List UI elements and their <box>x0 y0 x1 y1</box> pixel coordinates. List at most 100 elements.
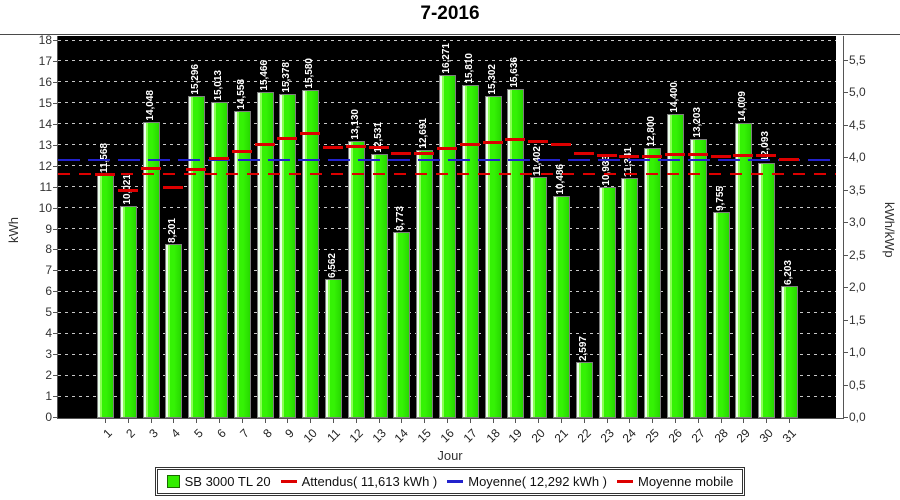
bar-value-label: 15,580 <box>304 58 315 89</box>
right-tick-label: 1,5 <box>849 313 866 327</box>
moyenne-mobile-segment <box>300 132 320 135</box>
left-tick-mark <box>53 61 57 62</box>
legend-series-label: SB 3000 TL 20 <box>184 474 271 489</box>
left-tick-mark <box>53 40 57 41</box>
left-tick-label: 0 <box>45 410 52 424</box>
moyenne-mobile-segment <box>665 153 685 156</box>
right-tick-mark <box>844 385 848 386</box>
x-tick-mark <box>265 419 266 423</box>
x-tick-mark <box>538 419 539 423</box>
x-tick-mark <box>561 419 562 423</box>
right-tick-label: 4,0 <box>849 150 866 164</box>
bar-value-label: 15,302 <box>487 64 498 95</box>
bar-value-label: 14,558 <box>236 79 247 110</box>
bar-series-swatch-icon <box>166 475 180 488</box>
bar-day-24 <box>621 178 638 418</box>
left-tick-mark <box>53 375 57 376</box>
moyenne-mobile-segment <box>688 153 708 156</box>
gridline <box>58 39 836 41</box>
x-tick-mark <box>584 419 585 423</box>
bottom-axis-line <box>57 418 844 419</box>
bar-day-27 <box>690 139 707 418</box>
left-tick-label: 12 <box>38 159 52 173</box>
bar-day-10 <box>302 90 319 418</box>
bar-day-25 <box>644 148 661 418</box>
left-tick-label: 3 <box>45 347 52 361</box>
left-tick-mark <box>53 229 57 230</box>
moyenne-mobile-segment <box>414 152 434 155</box>
moyenne-mobile-segment <box>209 157 229 160</box>
x-tick-mark <box>743 419 744 423</box>
bar-value-label: 6,203 <box>783 259 794 285</box>
bar-day-11 <box>325 279 342 418</box>
bar-day-1 <box>97 174 114 418</box>
bar-day-21 <box>553 196 570 418</box>
left-tick-mark <box>53 208 57 209</box>
left-tick-mark <box>53 187 57 188</box>
bar-value-label: 8,773 <box>395 205 406 231</box>
x-tick-mark <box>493 419 494 423</box>
bar-day-18 <box>485 96 502 418</box>
attendus-line <box>58 173 836 175</box>
x-tick-mark <box>242 419 243 423</box>
right-tick-mark <box>844 190 848 191</box>
bar-value-label: 12,691 <box>418 118 429 149</box>
x-tick-mark <box>698 419 699 423</box>
bar-day-26 <box>667 114 684 418</box>
x-tick-mark <box>128 419 129 423</box>
bar-value-label: 15,810 <box>464 53 475 84</box>
right-tick-label: 1,0 <box>849 345 866 359</box>
left-tick-mark <box>53 166 57 167</box>
left-tick-label: 4 <box>45 326 52 340</box>
moyenne-mobile-segment <box>597 154 617 157</box>
mobile-line-icon <box>616 480 633 483</box>
x-tick-mark <box>151 419 152 423</box>
x-tick-mark <box>379 419 380 423</box>
left-tick-mark <box>53 124 57 125</box>
right-tick-mark <box>844 417 848 418</box>
legend-attendus-label: Attendus( 11,613 kWh ) <box>301 474 438 489</box>
moyenne-mobile-segment <box>756 154 776 157</box>
left-tick-mark <box>53 291 57 292</box>
right-tick-mark <box>844 287 848 288</box>
legend-item-moyenne: Moyenne( 12,292 kWh ) <box>447 474 607 489</box>
right-tick-label: 4,5 <box>849 118 866 132</box>
bar-day-3 <box>143 122 160 418</box>
left-tick-mark <box>53 354 57 355</box>
left-tick-mark <box>53 417 57 418</box>
bar-day-31 <box>781 286 798 418</box>
moyenne-mobile-segment <box>346 145 366 148</box>
moyenne-mobile-segment <box>733 154 753 157</box>
chart-title: 7-2016 <box>420 3 480 24</box>
bar-value-label: 16,271 <box>441 43 452 74</box>
left-tick-mark <box>53 312 57 313</box>
bar-value-label: 15,296 <box>190 64 201 95</box>
moyenne-mobile-segment <box>574 152 594 155</box>
left-tick-label: 8 <box>45 242 52 256</box>
right-tick-mark <box>844 320 848 321</box>
right-tick-label: 0,0 <box>849 410 866 424</box>
bar-value-label: 15,378 <box>281 62 292 93</box>
bar-day-6 <box>211 102 228 418</box>
right-tick-label: 2,0 <box>849 280 866 294</box>
legend-box: SB 3000 TL 20 Attendus( 11,613 kWh ) Moy… <box>154 467 746 496</box>
x-tick-mark <box>356 419 357 423</box>
legend-item-attendus: Attendus( 11,613 kWh ) <box>280 474 438 489</box>
moyenne-mobile-segment <box>255 143 275 146</box>
moyenne-mobile-segment <box>391 152 411 155</box>
left-tick-mark <box>53 249 57 250</box>
moyenne-mobile-segment <box>779 158 799 161</box>
right-tick-mark <box>844 352 848 353</box>
right-tick-label: 3,5 <box>849 183 866 197</box>
bar-day-9 <box>279 94 296 418</box>
left-tick-mark <box>53 82 57 83</box>
left-tick-label: 2 <box>45 368 52 382</box>
x-tick-mark <box>287 419 288 423</box>
bar-value-label: 6,562 <box>327 252 338 278</box>
bar-value-label: 15,013 <box>213 70 224 101</box>
moyenne-mobile-segment <box>437 147 457 150</box>
bar-value-label: 12,800 <box>646 116 657 147</box>
moyenne-mobile-segment <box>551 143 571 146</box>
legend-mobile-label: Moyenne mobile <box>637 474 734 489</box>
